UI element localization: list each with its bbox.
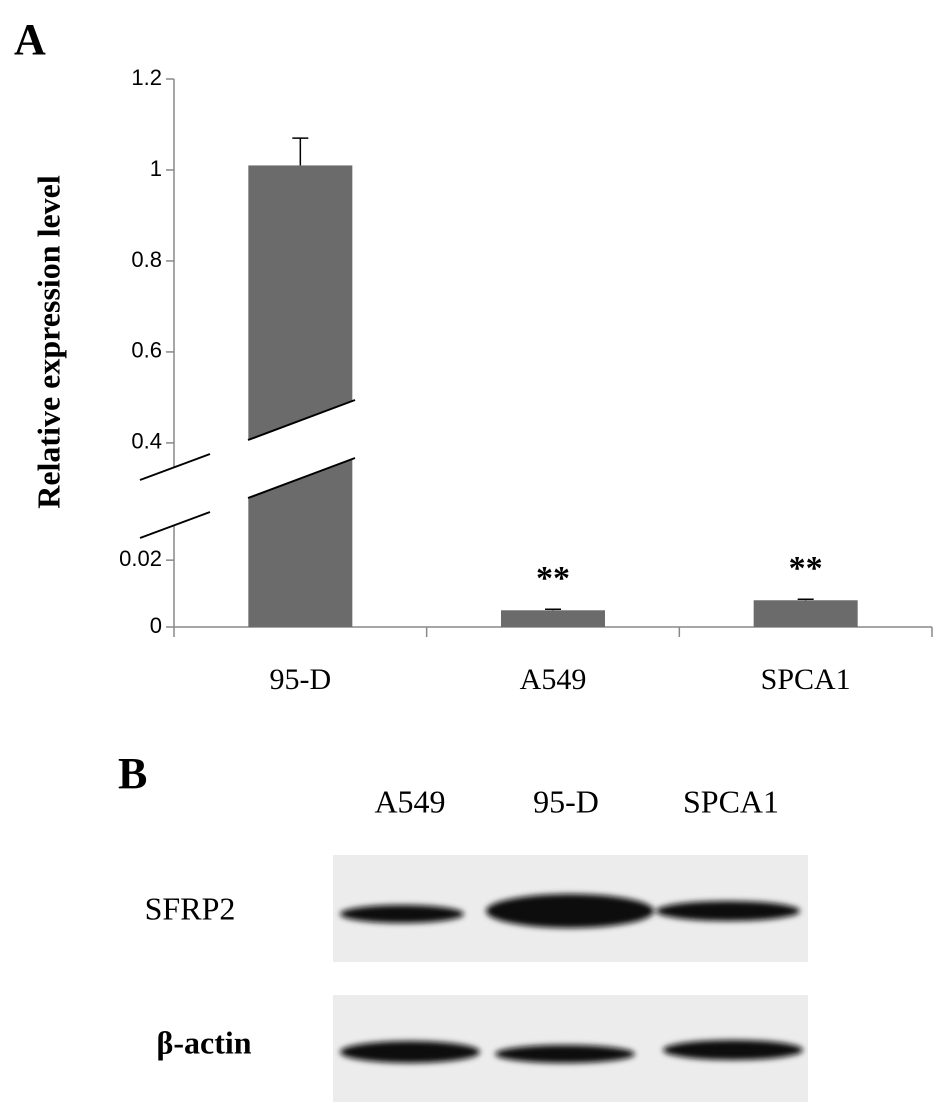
y-tick-label: 1	[150, 156, 162, 181]
lane-label: SPCA1	[683, 783, 779, 819]
axis-break-mark	[247, 399, 356, 441]
y-tick-label: 0.8	[131, 247, 162, 272]
error-bar	[292, 137, 309, 166]
bar-chart: 0 0.02 0.4 0.6 0.8 1 1.2 95-D ** A549 ** SPCA1	[119, 65, 933, 696]
y-tick-label: 1.2	[131, 65, 162, 90]
error-bar	[797, 598, 814, 601]
band	[495, 1045, 635, 1063]
bar	[501, 610, 605, 627]
lane-label: 95-D	[533, 783, 599, 819]
bar	[248, 165, 353, 628]
axis-break-gap	[138, 399, 358, 539]
row-label: SFRP2	[145, 890, 236, 926]
y-tick-label: 0.4	[131, 429, 162, 454]
lane-label: A549	[374, 783, 445, 819]
band	[340, 905, 464, 923]
panel-label: A	[14, 15, 46, 64]
panel-label: B	[118, 749, 147, 798]
y-tick-label: 0.6	[131, 338, 162, 363]
error-bar	[545, 608, 561, 611]
band	[656, 901, 800, 921]
y-tick-label: 0	[150, 613, 162, 638]
western-blot: B A549 95-D SPCA1 SFRP2 β-actin	[118, 749, 808, 1102]
axis-break-mark	[247, 457, 356, 499]
x-tick-label: 95-D	[270, 663, 332, 696]
x-tick-label: A549	[520, 663, 587, 696]
band	[663, 1040, 803, 1060]
row-label: β-actin	[156, 1024, 251, 1060]
y-tick-label: 0.02	[119, 546, 162, 571]
x-tick-label: SPCA1	[761, 663, 851, 696]
band	[340, 1041, 480, 1063]
significance-label: **	[536, 560, 570, 597]
significance-label: **	[789, 550, 823, 587]
band	[486, 894, 654, 928]
axis-break-mark	[139, 511, 211, 539]
axis-break-mark	[139, 453, 211, 481]
y-axis-label: Relative expression level	[30, 175, 66, 509]
bar	[753, 600, 858, 627]
